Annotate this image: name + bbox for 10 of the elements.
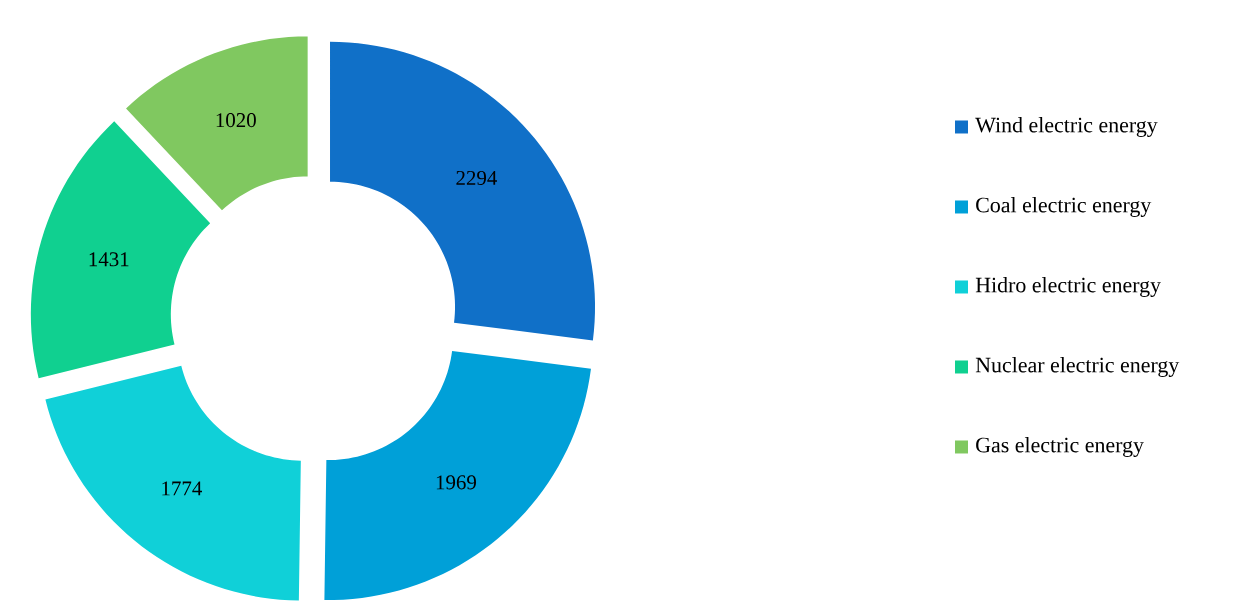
legend-label: Hidro electric energy bbox=[975, 277, 1161, 297]
legend-label: Coal electric energy bbox=[976, 197, 1152, 217]
data-label: 1774 bbox=[162, 481, 202, 496]
data-label: 2294 bbox=[456, 170, 498, 185]
legend-label: Gas electric energy bbox=[976, 437, 1144, 457]
data-label: 1431 bbox=[89, 252, 129, 267]
legend-label: Wind electric energy bbox=[975, 117, 1158, 137]
data-label: 1020 bbox=[216, 113, 256, 128]
legend-label: Nuclear electric energy bbox=[975, 357, 1180, 377]
data-label: 1969 bbox=[436, 475, 476, 490]
